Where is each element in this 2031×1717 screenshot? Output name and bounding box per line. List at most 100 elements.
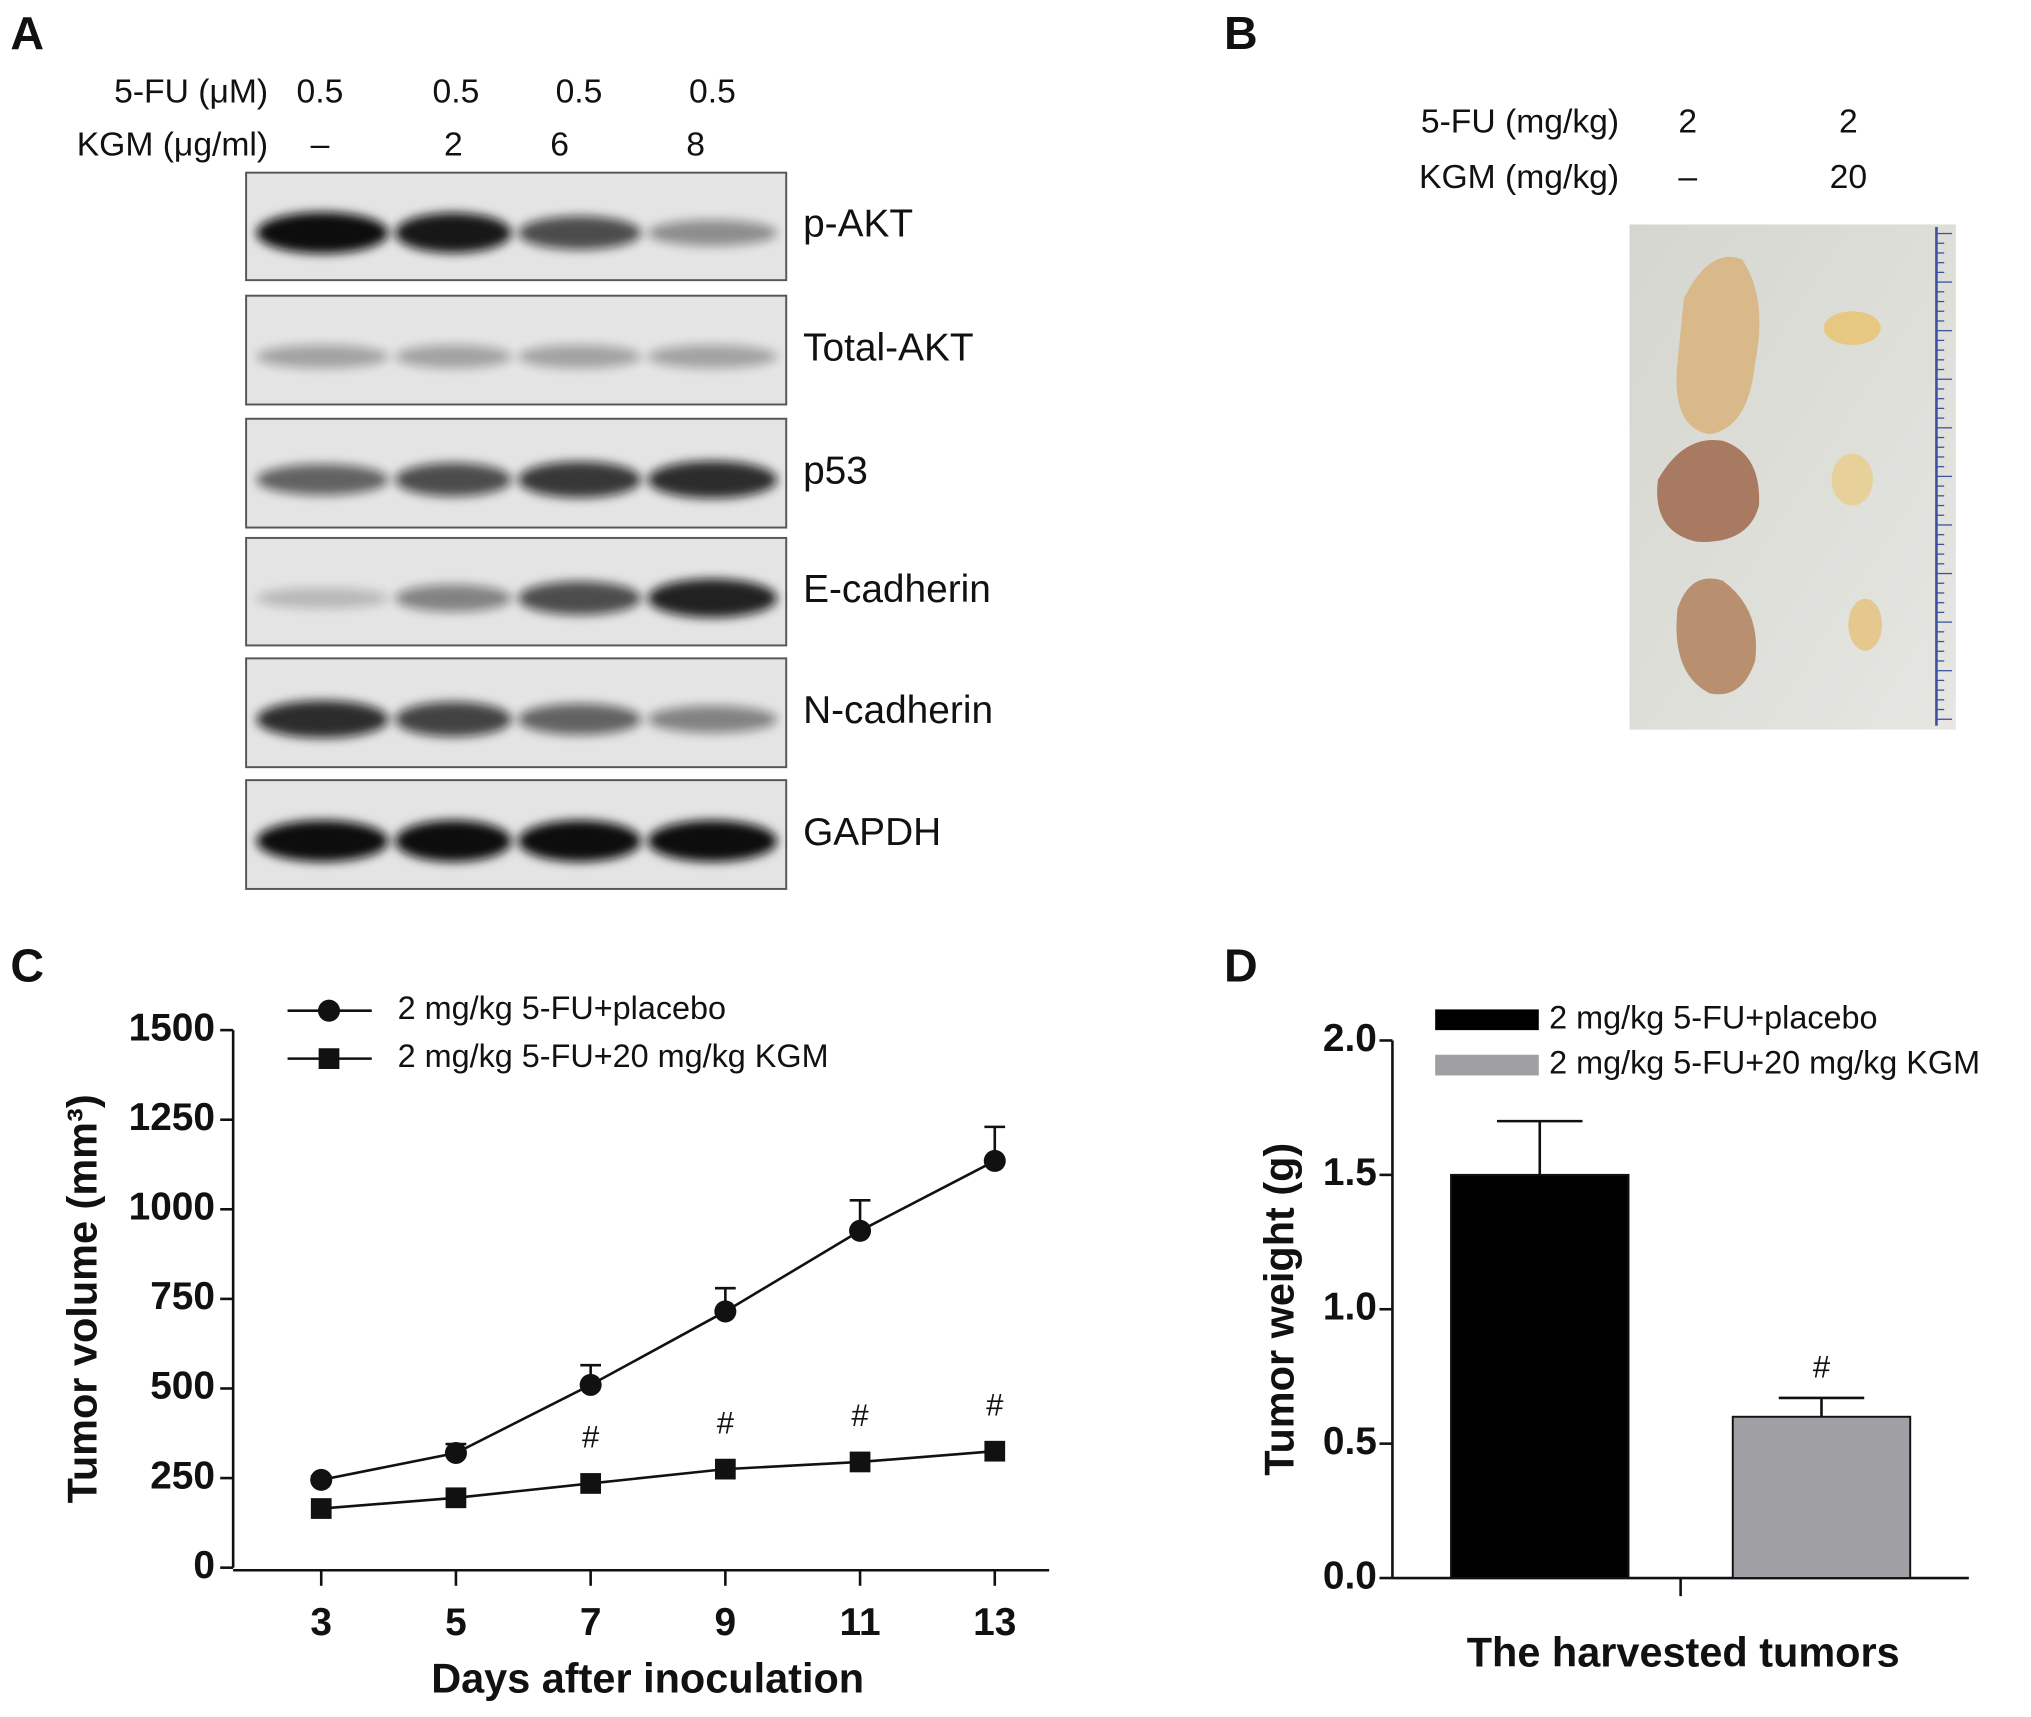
- data-point: [714, 1300, 737, 1323]
- treatment-value: 0.5: [689, 74, 736, 111]
- treatment-value: 0.5: [297, 74, 344, 111]
- protein-label: GAPDH: [803, 811, 941, 854]
- bar: [1450, 1173, 1630, 1579]
- legend-label: 2 mg/kg 5-FU+20 mg/kg KGM: [1549, 1045, 1980, 1081]
- treatment-value: –: [311, 127, 330, 164]
- bar-chart: 0.0 0.5 1.0 1.5 2.0 The harvested tumors Tumor…: [1255, 999, 1980, 1675]
- panel-label: C: [10, 940, 44, 992]
- y-axis-title: Tumor volume (mm³): [58, 1094, 105, 1503]
- blot-band: [518, 216, 642, 250]
- legend-marker: [318, 1048, 340, 1069]
- panel-label: D: [1224, 940, 1258, 992]
- point-label: #: [986, 1387, 1004, 1422]
- data-point: [579, 1373, 602, 1396]
- data-point: [984, 1440, 1006, 1462]
- treatment-value: 2: [444, 127, 463, 164]
- tumor-photo: 5-FU (mg/kg) 2 2 KGM (mg/kg) – 20: [1419, 103, 1956, 730]
- point-label: #: [1813, 1350, 1831, 1385]
- point-label: #: [717, 1405, 735, 1440]
- legend-swatch: [1435, 1009, 1539, 1031]
- y-tick-label: 1.0: [1323, 1286, 1377, 1329]
- tumor: [1657, 439, 1760, 542]
- treatment-label: KGM (mg/kg): [1419, 159, 1619, 196]
- y-tick-label: 0.5: [1323, 1420, 1377, 1463]
- error-bar: [1497, 1119, 1583, 1175]
- data-point: [983, 1149, 1006, 1172]
- tumor: [1848, 598, 1883, 651]
- tumor: [1676, 256, 1760, 435]
- blot-band: [518, 461, 642, 498]
- treatment-value: 0.5: [433, 74, 480, 111]
- blot-band: [647, 705, 778, 733]
- blot-band: [395, 701, 512, 737]
- data-point: [310, 1468, 333, 1491]
- blot-band: [647, 460, 778, 499]
- blot-band: [518, 703, 642, 735]
- data-point: [714, 1458, 736, 1480]
- y-tick-label: 2.0: [1323, 1017, 1377, 1060]
- x-axis-title: Days after inoculation: [431, 1655, 864, 1702]
- blot-band: [256, 700, 389, 739]
- treatment-value: 2: [1678, 103, 1697, 140]
- data-point: [445, 1487, 467, 1509]
- blot-band: [256, 212, 389, 254]
- blot-band: [647, 820, 778, 862]
- legend-label: 2 mg/kg 5-FU+placebo: [398, 990, 726, 1026]
- y-tick-label: 500: [150, 1365, 215, 1408]
- blot-band: [256, 344, 389, 369]
- x-tick-label: 5: [445, 1601, 467, 1644]
- data-point: [580, 1473, 602, 1494]
- y-tick-label: 1250: [129, 1096, 215, 1139]
- tumor: [1823, 311, 1881, 345]
- protein-label: N-cadherin: [803, 689, 993, 732]
- y-tick-label: 0.0: [1323, 1554, 1377, 1597]
- point-label: #: [851, 1398, 869, 1433]
- x-tick-label: 13: [973, 1601, 1016, 1644]
- series-line: [320, 1159, 996, 1482]
- blot-band: [647, 344, 778, 369]
- treatment-value: 0.5: [556, 74, 603, 111]
- blot-band: [256, 820, 389, 862]
- treatment-value: 20: [1830, 159, 1867, 196]
- treatment-label: 5-FU (μM): [114, 74, 268, 111]
- treatment-label: KGM (μg/ml): [77, 127, 268, 164]
- blot-band: [395, 820, 512, 862]
- series-line: [321, 1449, 995, 1510]
- blot-band: [395, 344, 512, 369]
- western-blot: 5-FU (μM) 0.5 0.5 0.5 0.5 KGM (μg/ml) – 2 6 8 p-AK…: [77, 74, 993, 890]
- legend-swatch: [1435, 1054, 1539, 1076]
- point-label: #: [582, 1420, 600, 1455]
- x-tick-label: 7: [580, 1601, 602, 1644]
- blot-band: [256, 464, 389, 496]
- y-tick-label: 0: [193, 1544, 215, 1587]
- blot-band: [395, 584, 512, 612]
- protein-label: p-AKT: [803, 203, 913, 246]
- y-axis-title: Tumor weight (g): [1255, 1143, 1302, 1476]
- blot-band: [647, 219, 778, 246]
- tumor: [1676, 578, 1757, 695]
- blot-band: [395, 462, 512, 497]
- panel-label: B: [1224, 7, 1258, 59]
- y-tick-label: 1500: [129, 1006, 215, 1049]
- y-tick-label: 250: [150, 1454, 215, 1497]
- y-tick-label: 1000: [129, 1186, 215, 1229]
- x-tick-label: 9: [715, 1601, 737, 1644]
- blot-band: [518, 344, 642, 369]
- blot-band: [518, 820, 642, 862]
- blot-band: [395, 212, 512, 253]
- legend-marker: [317, 999, 341, 1022]
- bar: [1731, 1415, 1912, 1579]
- data-point: [849, 1219, 872, 1242]
- treatment-value: –: [1678, 159, 1697, 196]
- x-tick-label: 3: [310, 1601, 332, 1644]
- y-tick-label: 750: [150, 1275, 215, 1318]
- blot-band: [256, 587, 389, 609]
- treatment-value: 8: [686, 127, 705, 164]
- protein-label: p53: [803, 449, 868, 492]
- treatment-value: 6: [550, 127, 569, 164]
- x-axis-title: The harvested tumors: [1467, 1629, 1900, 1676]
- data-point: [310, 1498, 332, 1519]
- blot-band: [647, 578, 778, 618]
- data-point: [444, 1441, 467, 1465]
